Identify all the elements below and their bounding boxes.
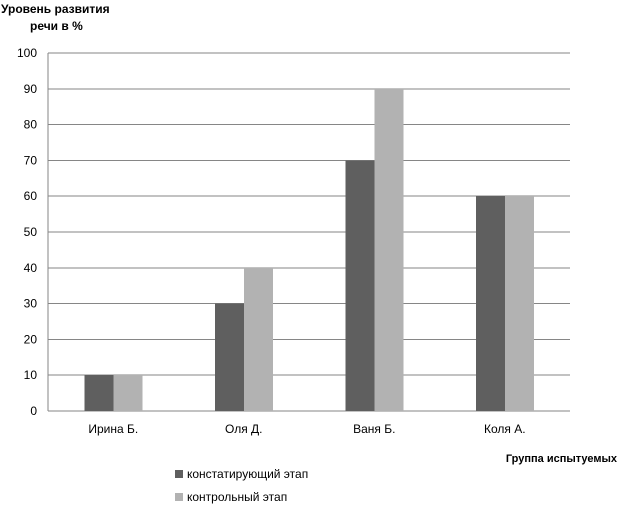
- legend-swatch: [175, 493, 183, 501]
- bar-control-2: [243, 267, 273, 411]
- y-tick-label: 70: [24, 153, 38, 167]
- x-axis-title: Группа испытуемых: [506, 453, 618, 465]
- bar-control-4: [504, 196, 534, 411]
- y-tick-label: 90: [24, 82, 38, 96]
- y-tick-label: 50: [24, 225, 38, 239]
- bar-control-1: [113, 375, 143, 411]
- x-tick-labels: Ирина Б. Оля Д. Ваня Б. Коля А.: [88, 422, 525, 436]
- bars: [84, 88, 534, 412]
- x-tick-label: Ирина Б.: [88, 422, 138, 436]
- bar-constating-3: [345, 160, 375, 411]
- bar-constating-4: [475, 196, 505, 411]
- legend-label: констатирующий этап: [187, 467, 308, 481]
- y-tick-label: 80: [24, 118, 38, 132]
- legend-swatch: [175, 470, 183, 478]
- y-tick-label: 20: [24, 332, 38, 346]
- bar-constating-2: [214, 303, 244, 411]
- legend-label: контрольный этап: [187, 490, 287, 504]
- y-tick-label: 40: [24, 261, 38, 275]
- y-tick-label: 100: [17, 46, 37, 60]
- x-tick-label: Коля А.: [484, 422, 526, 436]
- y-tick-label: 10: [24, 368, 38, 382]
- x-tick-label: Ваня Б.: [353, 422, 395, 436]
- y-axis-title-line-1: Уровень развития: [1, 2, 110, 16]
- y-tick-labels: 0 10 20 30 40 50 60 70 80 90 100: [17, 46, 37, 418]
- x-tick-label: Оля Д.: [225, 422, 263, 436]
- y-tick-label: 0: [30, 404, 37, 418]
- bar-constating-1: [84, 375, 114, 411]
- y-axis-title-line-2: речи в %: [30, 19, 83, 33]
- y-tick-label: 60: [24, 189, 38, 203]
- bar-control-3: [374, 88, 404, 412]
- legend: констатирующий этап контрольный этап: [175, 467, 308, 504]
- y-tick-label: 30: [24, 297, 38, 311]
